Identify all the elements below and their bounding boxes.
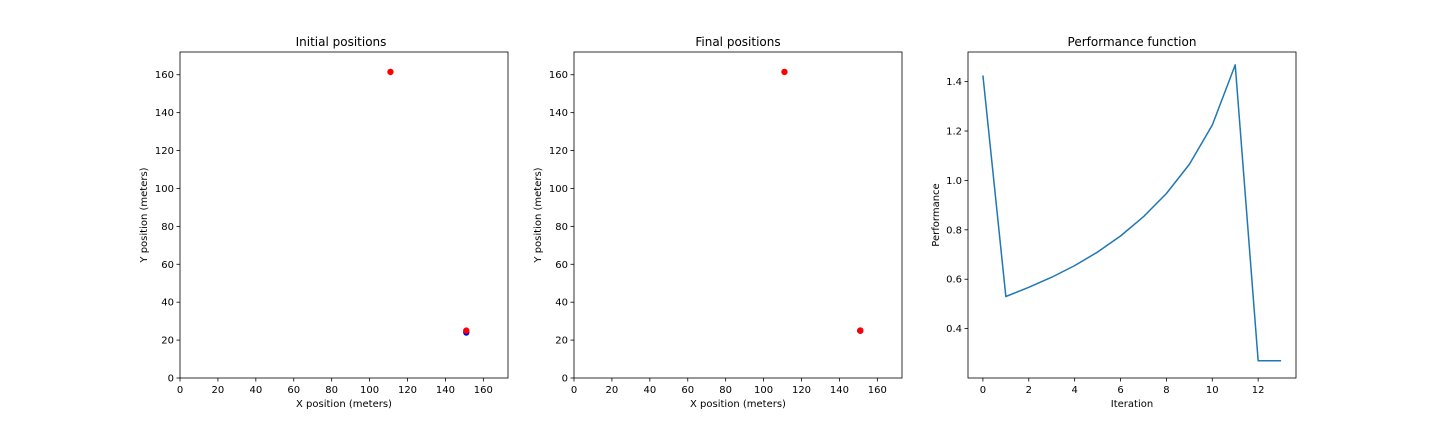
data-point	[387, 68, 394, 76]
y-tick-label: 0.8	[946, 225, 962, 236]
data-point	[857, 327, 864, 334]
y-axis-label: Performance	[931, 183, 942, 246]
y-tick-label: 160	[549, 70, 568, 81]
y-tick-label: 0	[168, 374, 174, 385]
x-tick-label: 6	[1117, 385, 1123, 396]
axes-final-positions: Final positions X position (meters) Y po…	[533, 35, 903, 410]
y-tick-label: 20	[161, 336, 174, 347]
y-tick-label: 40	[161, 298, 174, 309]
x-tick-label: 80	[325, 385, 338, 396]
y-tick-label: 0	[562, 374, 568, 385]
x-tick-label: 120	[792, 385, 811, 396]
x-tick-label: 0	[980, 385, 986, 396]
x-tick-label: 2	[1026, 385, 1032, 396]
y-tick-label: 20	[555, 336, 568, 347]
y-tick-label: 1.4	[946, 77, 962, 88]
y-tick-label: 100	[549, 184, 568, 195]
x-tick-label: 100	[754, 385, 773, 396]
y-tick-label: 80	[555, 222, 568, 233]
y-tick-label: 120	[155, 146, 174, 157]
y-tick-label: 140	[155, 108, 174, 119]
x-axis-label: Iteration	[1111, 399, 1153, 410]
x-tick-label: 12	[1252, 385, 1265, 396]
y-tick-label: 60	[161, 260, 174, 271]
y-tick-label: 160	[155, 70, 174, 81]
y-tick-label: 80	[161, 222, 174, 233]
y-axis-label: Y position (meters)	[139, 167, 150, 263]
x-tick-label: 160	[868, 385, 887, 396]
x-tick-label: 20	[606, 385, 619, 396]
chart-title: Final positions	[695, 35, 780, 49]
x-tick-label: 8	[1163, 385, 1169, 396]
y-tick-label: 0.6	[946, 275, 962, 286]
x-axis-label: X position (meters)	[296, 399, 392, 410]
chart-title: Initial positions	[296, 35, 387, 49]
x-tick-label: 40	[249, 385, 262, 396]
y-tick-label: 140	[549, 108, 568, 119]
x-tick-label: 20	[212, 385, 225, 396]
y-axis-label: Y position (meters)	[533, 167, 544, 263]
chart-title: Performance function	[1068, 35, 1197, 49]
y-tick-label: 40	[555, 298, 568, 309]
x-tick-label: 140	[830, 385, 849, 396]
x-tick-label: 60	[681, 385, 694, 396]
x-tick-label: 100	[360, 385, 379, 396]
x-tick-label: 40	[643, 385, 656, 396]
x-tick-label: 120	[398, 385, 417, 396]
data-point	[781, 68, 788, 76]
x-tick-label: 80	[719, 385, 732, 396]
y-tick-label: 1.0	[946, 176, 962, 187]
series-line	[982, 64, 1282, 362]
x-axis-label: X position (meters)	[690, 399, 786, 410]
axes-frame	[179, 51, 509, 379]
y-tick-label: 1.2	[946, 127, 962, 138]
x-tick-label: 0	[571, 385, 577, 396]
y-tick-label: 100	[155, 184, 174, 195]
axes-performance-function: Performance function Iteration Performan…	[931, 35, 1297, 410]
x-tick-label: 0	[177, 385, 183, 396]
axes-frame	[573, 51, 903, 379]
data-point	[463, 327, 470, 334]
x-tick-label: 160	[474, 385, 493, 396]
axes-frame	[967, 51, 1297, 379]
y-tick-label: 60	[555, 260, 568, 271]
x-tick-label: 140	[436, 385, 455, 396]
x-tick-label: 4	[1071, 385, 1077, 396]
axes-initial-positions: Initial positions X position (meters) Y …	[139, 35, 509, 410]
x-tick-label: 60	[287, 385, 300, 396]
x-tick-label: 10	[1206, 385, 1219, 396]
y-tick-label: 120	[549, 146, 568, 157]
y-tick-label: 0.4	[946, 324, 962, 335]
